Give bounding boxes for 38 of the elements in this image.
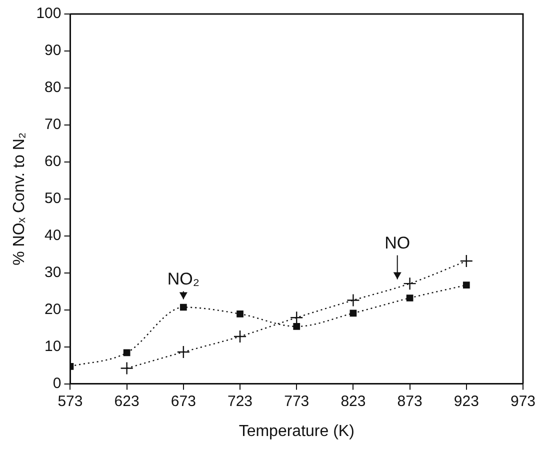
x-tick-label: 873: [397, 392, 422, 410]
point: [290, 311, 304, 324]
y-tick-label: 20: [44, 300, 62, 318]
x-tick-label: 923: [454, 392, 479, 410]
point: [120, 362, 134, 375]
y-axis-title: % NOₓ Conv. to N₂: [11, 132, 28, 266]
x-tick-label: 623: [114, 392, 140, 410]
point: [236, 310, 244, 318]
x-tick-label: 773: [284, 392, 310, 410]
y-tick-label: 50: [44, 190, 62, 208]
point: [460, 254, 474, 268]
annotation: NO: [384, 233, 410, 252]
y-tick-label: 40: [44, 227, 62, 244]
annotation: NO₂: [167, 269, 200, 288]
y-tick-label: 80: [44, 79, 62, 96]
point: [123, 349, 130, 356]
point: [462, 282, 470, 288]
x-tick-label: 723: [228, 392, 253, 410]
x-tick-label: 823: [340, 392, 366, 410]
y-tick-label: 0: [52, 374, 62, 392]
y-tick-label: 10: [44, 338, 62, 355]
point: [403, 276, 416, 290]
point: [350, 310, 357, 317]
point: [406, 294, 414, 302]
y-tick-label: 70: [44, 116, 62, 134]
point: [180, 304, 187, 311]
x-tick-label: 573: [58, 392, 83, 410]
x-tick-label: 973: [510, 392, 536, 410]
x-tick-label: 673: [170, 392, 196, 410]
point: [346, 294, 360, 307]
point: [176, 345, 190, 359]
point: [233, 330, 247, 344]
point: [293, 323, 300, 330]
y-tick-label: 100: [36, 5, 62, 22]
y-tick-label: 30: [44, 264, 62, 281]
y-tick-label: 90: [44, 42, 62, 60]
y-tick-label: 60: [44, 153, 62, 170]
x-axis-title: Temperature (K): [238, 422, 354, 440]
